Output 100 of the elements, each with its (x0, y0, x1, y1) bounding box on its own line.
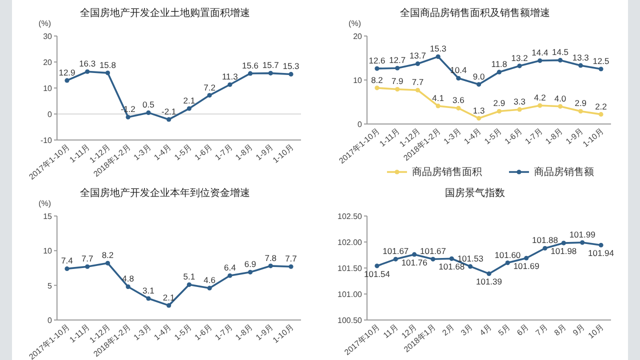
point (412, 252, 417, 257)
y-tick-label: 20 (353, 32, 363, 41)
data-label: 2.1 (183, 96, 196, 106)
chart-title: 全国房地产开发企业本年到位资金增速 (80, 187, 250, 199)
chart-title: 全国商品房销售面积及销售额增速 (400, 7, 550, 19)
point (436, 104, 440, 108)
point (85, 264, 90, 269)
x-tick-label: 1-7月 (213, 142, 234, 162)
x-tick-label: 1-8月 (234, 322, 255, 342)
legend-label: 商品房销售额 (534, 166, 594, 178)
point (538, 103, 542, 108)
point (105, 260, 110, 266)
point (248, 270, 253, 274)
point (374, 66, 380, 71)
point (496, 70, 502, 74)
point (578, 108, 583, 114)
point (517, 64, 522, 68)
point (126, 284, 130, 290)
x-tick-label: 1-7月 (523, 126, 544, 146)
data-label: 8.2 (102, 250, 114, 260)
point (207, 286, 212, 290)
data-label: 11.3 (222, 72, 238, 82)
data-label: 4.8 (122, 274, 134, 284)
point (468, 264, 473, 269)
data-label: 101.99 (569, 230, 596, 240)
data-label: 101.69 (513, 261, 540, 272)
x-tick-label: 2月 (440, 322, 456, 338)
point (415, 88, 420, 92)
point (395, 86, 400, 92)
y-tick-label: 20 (43, 58, 53, 67)
x-tick-label: 1-3月 (442, 126, 463, 146)
data-label: 4.1 (432, 92, 444, 103)
point (374, 86, 380, 90)
point (85, 69, 90, 74)
data-label: 1.3 (472, 105, 485, 116)
point (395, 66, 400, 70)
data-label: 12.5 (592, 56, 610, 66)
x-tick-label: 1-6月 (503, 126, 524, 146)
point (288, 72, 294, 77)
data-label: 12.9 (58, 67, 76, 78)
x-tick-label: 1-5月 (172, 142, 194, 162)
y-tick-label: 10 (353, 76, 363, 85)
data-label: 10.4 (450, 65, 467, 76)
x-tick-label: 1-10月 (271, 142, 296, 165)
x-tick-label: 7月 (534, 322, 550, 338)
data-label: 7.8 (264, 252, 277, 263)
x-tick-label: 1-3月 (132, 142, 153, 162)
data-label: 15.3 (430, 44, 447, 54)
point (288, 264, 294, 269)
chart-title: 全国房地产开发企业土地购置面积增速 (80, 7, 250, 19)
data-label: 7.7 (285, 254, 298, 264)
point (538, 58, 542, 63)
y-axis-title: (%) (348, 19, 362, 28)
data-label: 101.88 (532, 235, 558, 246)
data-label: 101.67 (382, 246, 409, 256)
data-label: 15.3 (282, 61, 300, 72)
point (598, 112, 604, 117)
point (476, 82, 482, 87)
data-label: 3.3 (514, 96, 526, 106)
point (207, 92, 212, 98)
point (374, 264, 380, 268)
point (146, 110, 151, 115)
x-tick-label: 1-8月 (234, 142, 255, 162)
x-tick-label: 8月 (552, 322, 568, 338)
data-label: 101.98 (550, 246, 577, 256)
y-axis-title: (%) (38, 199, 52, 208)
data-label: 3.1 (142, 286, 155, 296)
point (64, 266, 70, 271)
point (186, 106, 192, 111)
data-label: -2.1 (161, 106, 176, 116)
data-label: 9.0 (472, 71, 485, 82)
y-axis-title: (%) (38, 19, 52, 28)
point (228, 82, 232, 87)
y-tick-label: 100.50 (338, 316, 363, 325)
point (561, 240, 566, 246)
x-tick-label: 1-10月 (581, 126, 606, 149)
data-label: 4.2 (534, 92, 546, 103)
data-label: 4.0 (554, 93, 566, 104)
data-label: 2.9 (493, 98, 506, 108)
data-label: 101.39 (476, 276, 502, 287)
y-tick-label: 102.50 (338, 212, 363, 221)
data-label: 7.4 (61, 256, 74, 266)
point (268, 264, 273, 268)
y-tick-label: 101.50 (338, 264, 363, 273)
x-tick-label: 1-5月 (172, 322, 194, 342)
x-tick-label: 1-7月 (213, 322, 234, 342)
point (166, 117, 172, 122)
data-label: 16.3 (79, 58, 96, 69)
point (393, 256, 398, 262)
data-label: 0.5 (142, 100, 155, 110)
legend-label: 商品房销售面积 (412, 166, 482, 178)
data-label: 12.6 (368, 56, 386, 66)
point (415, 61, 420, 66)
data-label: 7.7 (81, 254, 94, 264)
data-label: 14.5 (552, 47, 569, 58)
point (268, 70, 273, 76)
x-tick-label: 6月 (515, 322, 531, 338)
data-label: 15.7 (262, 60, 280, 70)
point (524, 256, 529, 260)
point (598, 242, 604, 248)
